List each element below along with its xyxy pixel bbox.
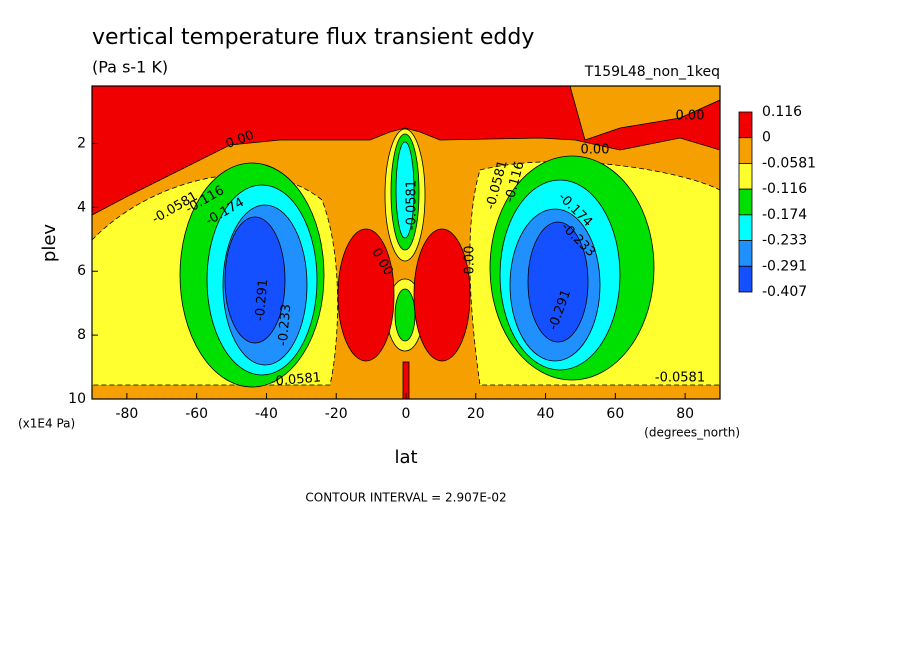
contour-label: -0.233 (276, 303, 295, 346)
colorbar-box (738, 188, 753, 216)
x-tick-label: 60 (606, 406, 624, 422)
fill-region (527, 221, 589, 343)
contour-label: -0.0581 (405, 180, 420, 230)
colorbar-box (738, 240, 753, 267)
colorbar-label: -0.0581 (762, 155, 816, 171)
fill-region (402, 361, 410, 399)
chart-title: vertical temperature flux transient eddy (92, 25, 534, 50)
x-tick-label: -20 (325, 406, 348, 422)
fill-region (395, 141, 415, 239)
fill-region (569, 86, 720, 141)
x-tick-label: -80 (115, 406, 138, 422)
y-tick-label: 6 (77, 263, 86, 279)
x-axis-label: lat (394, 447, 417, 468)
colorbar-label: -0.174 (762, 207, 807, 223)
fill-region (92, 86, 720, 216)
run-label: T159L48_non_1keq (584, 64, 720, 80)
contour-label: -0.0581 (270, 370, 321, 389)
fill-region (337, 228, 395, 362)
y-axis-unit: (x1E4 Pa) (18, 417, 75, 431)
colorbar-box (738, 137, 753, 164)
x-tick-label: -40 (255, 406, 278, 422)
contour-label: 0.00 (581, 143, 610, 158)
x-axis-unit: (degrees_north) (644, 426, 740, 440)
contour-label: 0.00 (676, 109, 705, 124)
y-tick-label: 2 (77, 135, 86, 151)
colorbar-label: -0.233 (762, 233, 807, 249)
colorbar-label: -0.407 (762, 284, 807, 300)
colorbar-box (738, 111, 753, 139)
contour-interval: CONTOUR INTERVAL = 2.907E-02 (305, 491, 506, 505)
fill-region (224, 216, 286, 344)
contour-label: -0.291 (253, 278, 272, 321)
chart-subtitle: (Pa s-1 K) (92, 58, 168, 77)
x-tick-label: -60 (185, 406, 208, 422)
x-tick-label: 40 (537, 406, 555, 422)
y-axis-label: plev (39, 224, 60, 263)
colorbar-box (738, 214, 753, 241)
y-tick-label: 4 (77, 199, 86, 215)
x-tick-label: 20 (467, 406, 485, 422)
contour-label: 0.00 (463, 246, 478, 275)
fill-region (413, 228, 471, 362)
contour-label: -0.0581 (655, 371, 705, 386)
y-tick-label: 8 (77, 327, 86, 343)
colorbar-box (738, 163, 753, 190)
y-tick-label: 10 (68, 391, 86, 407)
x-tick-label: 0 (402, 406, 411, 422)
x-tick-label: 80 (676, 406, 694, 422)
colorbar-label: 0 (762, 130, 771, 146)
contour-fills (92, 86, 720, 399)
colorbar-label: 0.116 (762, 104, 802, 120)
fill-region (394, 288, 416, 342)
colorbar-label: -0.291 (762, 258, 807, 274)
colorbar-box (738, 265, 753, 293)
colorbar-label: -0.116 (762, 181, 807, 197)
